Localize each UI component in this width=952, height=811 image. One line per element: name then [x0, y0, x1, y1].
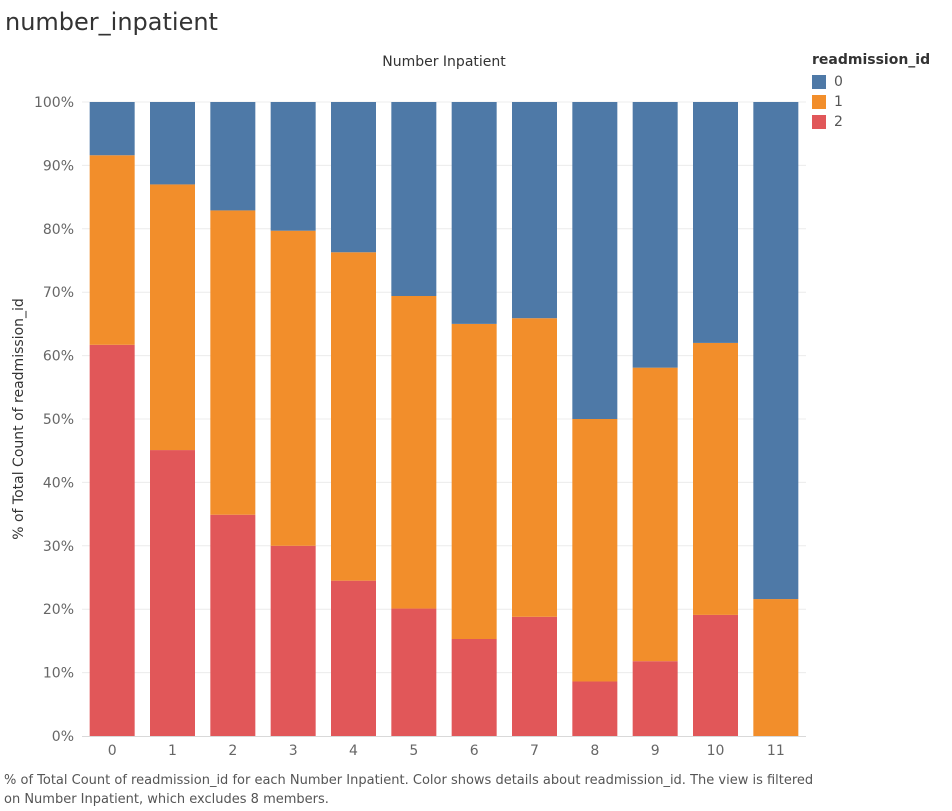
legend-item-0[interactable]: 0: [812, 72, 930, 92]
legend-swatch-0: [812, 75, 826, 89]
bar-segment-4-series-2: [331, 580, 376, 736]
bar-segment-9-series-2: [632, 661, 678, 736]
y-tick-label: 80%: [43, 222, 74, 238]
bar-segment-1-series-2: [150, 450, 195, 736]
sheet-title: number_inpatient: [5, 8, 218, 36]
chart-title: Number Inpatient: [382, 54, 506, 70]
bar-segment-11-series-0: [753, 102, 799, 600]
y-tick-label: 30%: [43, 539, 74, 555]
bar-segment-3-series-2: [270, 545, 316, 736]
legend-label-1: 1: [834, 94, 843, 110]
bar-segment-5-series-2: [391, 608, 437, 736]
bar-segment-10-series-0: [693, 102, 738, 343]
y-tick-label: 20%: [43, 602, 74, 618]
bar-segment-7-series-0: [512, 102, 557, 319]
stacked-bar-chart: Number Inpatient 0% 10% 20% 30% 40% 50% 60% 70% 8…: [11, 54, 806, 759]
y-tick-label: 70%: [43, 285, 74, 301]
bar-segment-11-series-1: [753, 599, 799, 736]
y-tick-label: 40%: [43, 475, 74, 491]
y-tick-label: 50%: [43, 412, 74, 428]
bar-segment-8-series-1: [572, 419, 618, 682]
bar-segment-6-series-1: [451, 323, 497, 639]
legend-label-2: 2: [834, 114, 843, 130]
bar-segment-7-series-2: [512, 616, 557, 736]
bar-segment-7-series-1: [512, 318, 557, 617]
x-tick-label: 11: [767, 743, 785, 759]
x-tick-label: 8: [590, 743, 599, 759]
bar-segment-6-series-0: [451, 102, 497, 324]
bar-segment-2-series-1: [210, 210, 256, 515]
legend-title: readmission_id: [812, 52, 931, 68]
legend-swatch-2: [812, 115, 826, 129]
x-tick-label: 3: [289, 743, 298, 759]
x-tick-label: 9: [651, 743, 660, 759]
x-tick-label: 4: [349, 743, 358, 759]
bar-segment-0-series-0: [89, 102, 135, 156]
y-tick-label: 60%: [43, 349, 74, 365]
bar-segment-10-series-1: [693, 342, 738, 615]
bar-segment-5-series-0: [391, 102, 437, 297]
x-tick-label: 6: [470, 743, 479, 759]
bar-segment-5-series-1: [391, 296, 437, 609]
y-tick-label: 90%: [43, 158, 74, 174]
legend: readmission_id 0 1 2: [812, 52, 930, 132]
legend-swatch-1: [812, 95, 826, 109]
bar-segment-9-series-1: [632, 367, 678, 662]
bar-segment-2-series-0: [210, 102, 256, 211]
x-tick-label: 5: [409, 743, 418, 759]
bar-segment-3-series-0: [270, 102, 316, 231]
bar-segment-3-series-1: [270, 230, 316, 546]
bar-segment-4-series-0: [331, 102, 376, 253]
x-tick-label: 7: [530, 743, 539, 759]
x-tick-label: 1: [168, 743, 177, 759]
x-tick-label: 2: [228, 743, 237, 759]
bar-segment-8-series-2: [572, 681, 618, 736]
legend-item-1[interactable]: 1: [812, 92, 930, 112]
bar-segment-2-series-2: [210, 514, 256, 736]
chart-caption: % of Total Count of readmission_id for e…: [4, 773, 814, 807]
y-tick-label: 0%: [52, 729, 74, 745]
y-tick-label: 100%: [34, 95, 74, 111]
bar-segment-8-series-0: [572, 102, 618, 419]
bar-segment-1-series-1: [150, 184, 195, 451]
bar-segment-10-series-2: [693, 614, 738, 736]
bar-segment-0-series-1: [89, 155, 135, 345]
bar-segment-4-series-1: [331, 252, 376, 581]
bar-segment-1-series-0: [150, 102, 195, 185]
bar-segment-0-series-2: [89, 344, 135, 736]
legend-item-2[interactable]: 2: [812, 112, 930, 132]
x-tick-label: 0: [108, 743, 117, 759]
x-tick-label: 10: [707, 743, 725, 759]
bar-segment-6-series-2: [451, 638, 497, 736]
y-tick-label: 10%: [43, 666, 74, 682]
y-axis-title: % of Total Count of readmission_id: [11, 298, 27, 540]
legend-label-0: 0: [834, 74, 843, 90]
bar-segment-9-series-0: [632, 102, 678, 368]
